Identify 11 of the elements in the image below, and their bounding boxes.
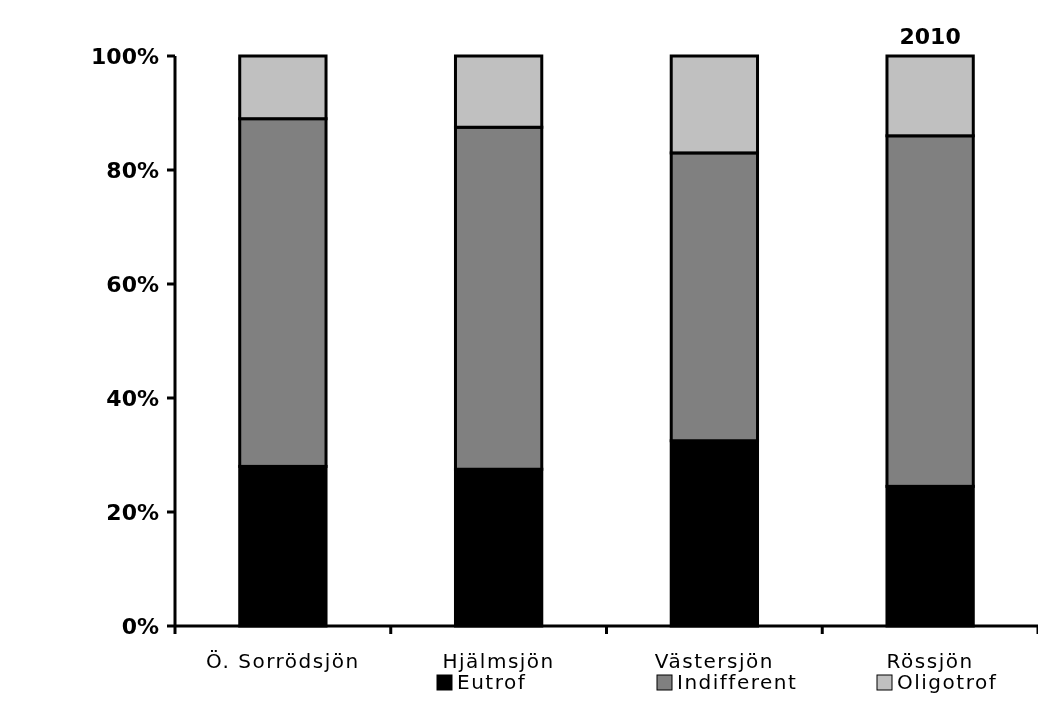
x-tick-label: Västersjön: [654, 649, 774, 673]
y-tick-label: 0%: [121, 613, 159, 639]
x-tick-label: Rössjön: [886, 649, 974, 673]
y-tick-label: 60%: [106, 271, 159, 297]
y-tick-label: 100%: [91, 43, 159, 69]
y-tick-label: 40%: [106, 385, 159, 411]
x-tick-label: Hjälmsjön: [442, 649, 555, 673]
chart-title: 2010: [899, 24, 961, 49]
x-tick-label: Ö. Sorrödsjön: [206, 649, 360, 673]
y-tick-label: 20%: [106, 499, 159, 525]
y-tick-label: 80%: [106, 157, 159, 183]
